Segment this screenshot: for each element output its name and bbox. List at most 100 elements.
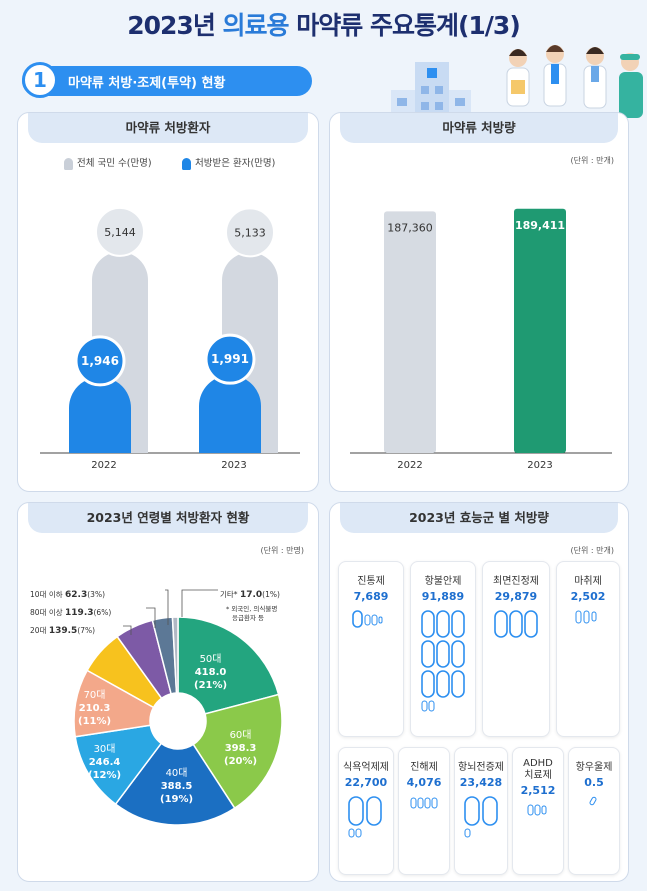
age-outside-label-80-name: 80대 이상 — [30, 608, 63, 617]
age-slice-label-30: 30대 246.4 (12%) — [88, 743, 121, 782]
leader-line-10 — [165, 589, 169, 625]
efficacy-card-antiepileptic: 항뇌전증제 23,428 — [454, 747, 508, 875]
pill-icon — [494, 610, 538, 638]
age-outside-label-10: 10대 이하 62.3(3%) — [30, 589, 105, 600]
leader-line-80 — [146, 607, 156, 628]
total-population-value: 5,133 — [234, 226, 266, 239]
age-slice-50-pct: (21%) — [194, 680, 228, 691]
prescribed-patients-value: 1,991 — [211, 352, 249, 366]
pill-icon — [575, 610, 597, 624]
legend-total-swatch — [64, 157, 73, 170]
age-outside-label-10-value: 62.3 — [65, 590, 88, 600]
efficacy-value: 91,889 — [421, 590, 465, 603]
age-slice-70-value: 210.3 — [78, 703, 111, 714]
age-outside-label-20-name: 20대 — [30, 626, 47, 635]
age-unit: (단위 : 만명) — [260, 546, 304, 555]
age-slice-60-name: 60대 — [229, 730, 252, 741]
donut-slice-60 — [192, 693, 283, 810]
pill-icon — [589, 796, 597, 806]
section-number: 1 — [22, 62, 58, 98]
donut-slice-50 — [177, 616, 280, 715]
legend-total: 전체 국민 수(만명) — [64, 155, 152, 170]
age-slice-label-50: 50대 418.0 (21%) — [194, 653, 227, 692]
age-slice-30-value: 246.4 — [88, 757, 121, 768]
efficacy-card-painkiller: 진통제 7,689 — [338, 561, 404, 737]
age-slice-label-70: 70대 210.3 (11%) — [78, 689, 111, 728]
hospital-staff-illustration — [391, 45, 643, 130]
legend-rx: 처방받은 환자(만명) — [182, 155, 275, 170]
x-tick-label: 2023 — [221, 460, 246, 471]
age-slice-30-name: 30대 — [93, 744, 116, 755]
efficacy-card-sedative: 최면진정제 29,879 — [482, 561, 550, 737]
age-outside-label-10-name: 10대 이하 — [30, 590, 63, 599]
age-slice-label-60: 60대 398.3 (20%) — [224, 729, 257, 768]
volume-bar — [384, 211, 436, 453]
efficacy-value: 7,689 — [353, 590, 389, 603]
x-tick-label: 2022 — [397, 460, 422, 471]
age-other-value: 17.0 — [239, 590, 263, 600]
prescribed-patients-bar — [199, 375, 261, 453]
age-slice-50-name: 50대 — [199, 654, 222, 665]
age-outside-label-20: 20대 139.5(7%) — [30, 625, 95, 636]
volume-bar — [514, 208, 566, 453]
efficacy-name: 항뇌전증제 — [458, 762, 504, 773]
age-outside-label-80-value: 119.3 — [65, 608, 94, 618]
age-other-label: 기타* 17.0(1%) — [220, 589, 280, 600]
leader-line-20 — [123, 625, 132, 635]
age-slice-60-value: 398.3 — [224, 743, 257, 754]
efficacy-card-antitussive: 진해제 4,076 — [398, 747, 450, 875]
pill-icon — [421, 610, 465, 712]
efficacy-card-anesthetic: 마취제 2,502 — [556, 561, 620, 737]
efficacy-name: 식욕억제제 — [343, 762, 389, 773]
title-highlight: 의료용 — [222, 11, 290, 40]
prescribed-patients-bar — [69, 376, 131, 453]
age-slice-40-name: 40대 — [165, 768, 188, 779]
efficacy-unit: (단위 : 만개) — [570, 546, 614, 555]
efficacy-panel: 2023년 효능군 별 처방량 (단위 : 만개) 진통제 7,689 항불안제… — [329, 502, 629, 882]
age-panel: 2023년 연령별 처방환자 현황 (단위 : 만명) 10대 이하 62.3(… — [17, 502, 319, 882]
donut-slice-30 — [74, 724, 163, 806]
efficacy-name: 마취제 — [574, 576, 602, 587]
efficacy-name: 최면진정제 — [493, 576, 539, 587]
x-tick-label: 2023 — [527, 460, 552, 471]
total-population-value: 5,144 — [104, 226, 136, 239]
pill-icon — [410, 797, 438, 809]
age-other-pct: (1%) — [262, 590, 280, 599]
legend-rx-label: 처방받은 환자(만명) — [195, 158, 276, 169]
prescribed-patients-bubble — [74, 335, 126, 387]
volume-unit: (단위 : 만개) — [570, 156, 614, 165]
legend-total-label: 전체 국민 수(만명) — [77, 158, 152, 169]
age-slice-60-pct: (20%) — [224, 756, 258, 767]
volume-value: 187,360 — [387, 221, 433, 234]
age-slice-30-pct: (12%) — [88, 770, 122, 781]
volume-panel-title: 마약류 처방량 — [340, 113, 618, 143]
title-prefix: 2023년 — [127, 11, 216, 40]
total-population-bubble — [95, 206, 145, 257]
age-other-name: 기타* — [220, 590, 238, 599]
donut-slice-other — [171, 616, 179, 694]
efficacy-value: 22,700 — [344, 776, 388, 789]
age-outside-label-10-pct: (3%) — [87, 590, 106, 599]
patients-panel: 마약류 처방환자 전체 국민 수(만명) 처방받은 환자(만명) 5,144 1,… — [17, 112, 319, 492]
age-outside-label-20-pct: (7%) — [77, 626, 96, 635]
age-donut-chart — [73, 589, 283, 826]
efficacy-value: 23,428 — [459, 776, 503, 789]
age-slice-40-pct: (19%) — [160, 794, 194, 805]
age-slice-40-value: 388.5 — [160, 781, 193, 792]
efficacy-value: 2,502 — [570, 590, 606, 603]
page-title: 2023년 의료용 마약류 주요통계(1/3) — [0, 6, 647, 42]
patients-panel-title: 마약류 처방환자 — [28, 113, 308, 143]
efficacy-name: 항우울제 — [575, 762, 613, 773]
prescribed-patients-value: 1,946 — [81, 354, 119, 368]
efficacy-card-antidepressant: 항우울제 0.5 — [568, 747, 620, 875]
efficacy-value: 29,879 — [494, 590, 538, 603]
age-slice-70-name: 70대 — [83, 690, 106, 701]
efficacy-name: 항불안제 — [424, 576, 462, 587]
patients-chart: 5,144 1,946 2022 5,133 1,991 2023 — [40, 206, 300, 471]
pill-icon — [352, 610, 383, 628]
efficacy-name: 진통제 — [357, 576, 385, 587]
age-slice-label-40: 40대 388.5 (19%) — [160, 767, 193, 806]
age-outside-label-80: 80대 이상 119.3(6%) — [30, 607, 111, 618]
title-suffix: 마약류 주요통계(1/3) — [296, 11, 520, 40]
age-other-note-1: * 외국인, 의식불명 — [226, 605, 278, 613]
